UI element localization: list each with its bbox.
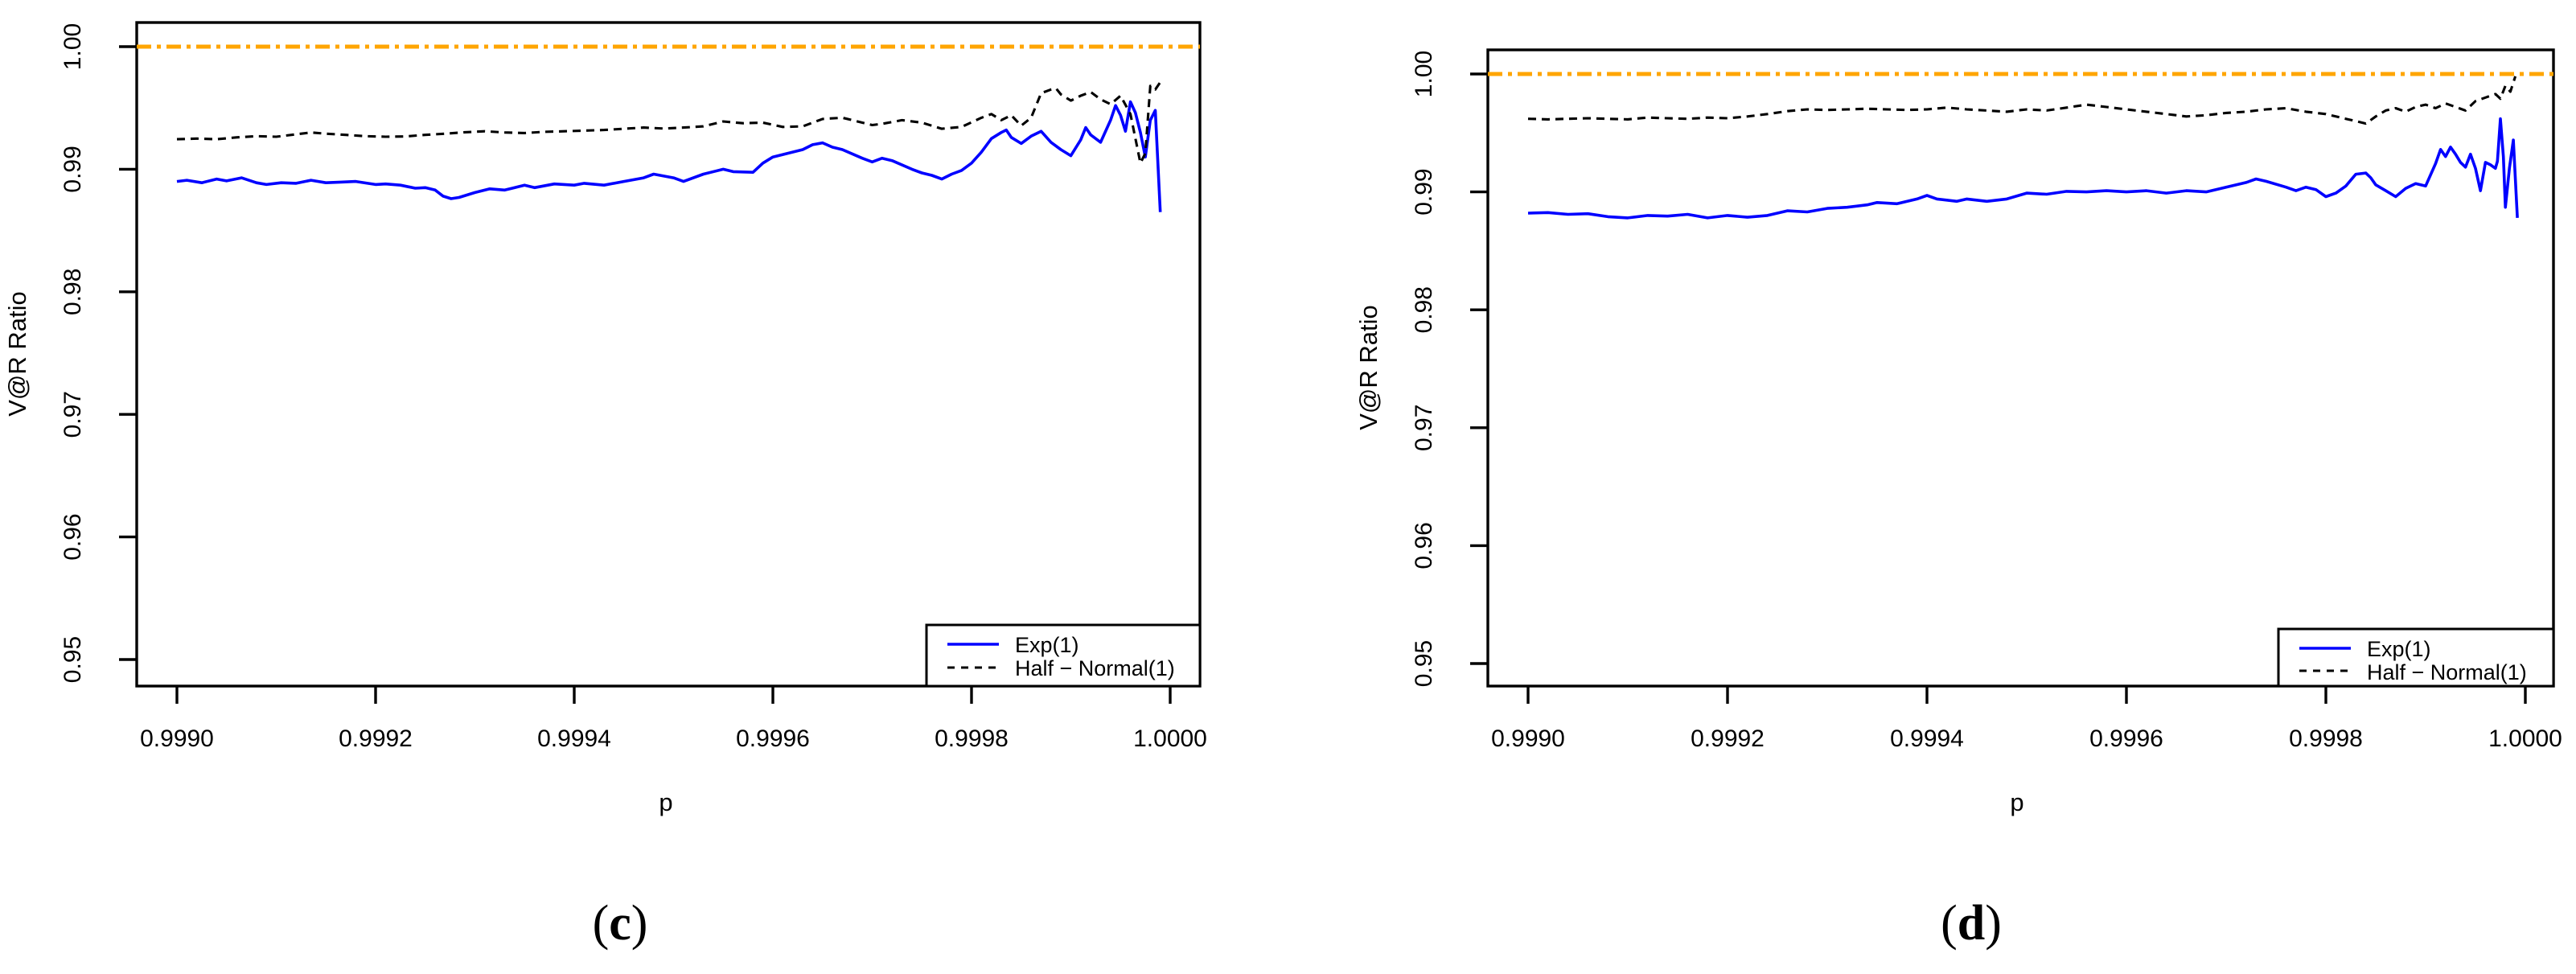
plot-box-d <box>1486 48 2555 688</box>
x-tick-label-c: 0.9998 <box>935 725 1009 752</box>
plot-box-c <box>135 21 1202 688</box>
legend-label-exp1-c: Exp(1) <box>1015 633 1079 657</box>
y-tick-label-d: 0.99 <box>1411 168 1437 215</box>
x-axis-label-c: p <box>659 788 672 816</box>
x-tick-label-d: 1.0000 <box>2488 725 2562 752</box>
y-tick-label-d: 0.98 <box>1411 286 1437 333</box>
y-tick-label-c: 0.99 <box>60 146 86 192</box>
series-half-normal-d <box>1527 76 2517 125</box>
y-axis-label-c: V@R Ratio <box>3 291 31 417</box>
legend-label-half-normal-c: Half − Normal(1) <box>1015 656 1175 680</box>
legend-box-c <box>925 623 1202 688</box>
x-tick-label-d: 0.9994 <box>1890 725 1964 752</box>
x-tick-label-c: 1.0000 <box>1133 725 1207 752</box>
legend-label-exp1-d: Exp(1) <box>2367 637 2431 661</box>
panel-caption-c: (c) <box>593 896 648 951</box>
y-tick-label-c: 0.95 <box>60 636 86 683</box>
series-exp1-d <box>1527 117 2519 220</box>
series-half-normal-c <box>176 81 1161 165</box>
x-tick-label-c: 0.9994 <box>537 725 611 752</box>
x-tick-label-d: 0.9998 <box>2289 725 2363 752</box>
x-tick-label-c: 0.9996 <box>736 725 810 752</box>
y-tick-label-c: 0.98 <box>60 269 86 315</box>
y-tick-label-d: 0.95 <box>1411 640 1437 687</box>
y-tick-label-d: 1.00 <box>1411 51 1437 97</box>
y-tick-label-c: 0.96 <box>60 513 86 560</box>
y-tick-label-c: 1.00 <box>60 23 86 70</box>
x-tick-label-d: 0.9992 <box>1691 725 1765 752</box>
x-tick-label-d: 0.9990 <box>1491 725 1565 752</box>
y-tick-label-c: 0.97 <box>60 391 86 438</box>
x-tick-label-c: 0.9992 <box>339 725 413 752</box>
y-axis-label-d: V@R Ratio <box>1354 305 1382 430</box>
panel-caption-d: (d) <box>1941 896 2002 951</box>
x-tick-label-d: 0.9996 <box>2089 725 2163 752</box>
legend-box-d <box>2277 627 2555 688</box>
x-axis-label-d: p <box>2010 788 2023 816</box>
series-exp1-c <box>176 100 1162 212</box>
legend-label-half-normal-d: Half − Normal(1) <box>2367 660 2527 684</box>
y-tick-label-d: 0.96 <box>1411 522 1437 569</box>
y-tick-label-d: 0.97 <box>1411 405 1437 451</box>
x-tick-label-c: 0.9990 <box>140 725 214 752</box>
